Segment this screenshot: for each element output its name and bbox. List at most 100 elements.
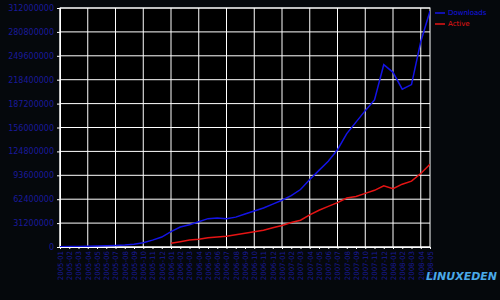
tick-label: 2005-01 <box>57 251 65 280</box>
tick: 2005-05 <box>94 247 102 280</box>
tick: 249600000 <box>8 52 60 61</box>
tick-label: 2006-05 <box>205 251 213 280</box>
tick: 2006-09 <box>242 247 250 280</box>
tick: 2006-06 <box>214 247 222 280</box>
tick-label: 2005-09 <box>131 251 139 280</box>
tick: 2006-12 <box>269 247 277 280</box>
tick-label: 2006-09 <box>242 251 250 280</box>
tick-label: 2007-06 <box>325 250 333 280</box>
tick: 2007-05 <box>316 247 324 280</box>
tick-label: 2008-04 <box>417 250 425 280</box>
tick-label: 2008-03 <box>408 251 416 280</box>
tick: 2006-10 <box>251 247 259 280</box>
tick: 2007-09 <box>353 247 361 280</box>
tick-label: 2007-05 <box>316 251 324 280</box>
tick: 2006-05 <box>205 247 213 280</box>
tick-label: 2007-03 <box>297 251 305 280</box>
plot-background <box>60 8 430 247</box>
grid-line <box>226 8 227 247</box>
tick: 2008-03 <box>408 247 416 280</box>
tick: 2005-10 <box>140 247 148 280</box>
grid-line <box>87 8 88 247</box>
plot-frame <box>60 8 430 247</box>
axis-line <box>61 248 431 250</box>
tick-label: 2006-06 <box>214 250 222 280</box>
tick: 312000000 <box>8 4 60 13</box>
tick-label: 2007-12 <box>380 251 388 280</box>
tick-label: 218400000 <box>8 76 54 85</box>
tick-label: 2007-07 <box>334 251 342 280</box>
tick: 2007-03 <box>297 247 305 280</box>
tick-label: 2005-08 <box>121 251 129 280</box>
tick-label: 187200000 <box>8 100 54 109</box>
tick-label: 2006-11 <box>260 251 268 280</box>
tick: 2005-08 <box>121 247 129 280</box>
tick-label: 156000000 <box>8 124 54 133</box>
tick-label: 2007-01 <box>279 251 287 280</box>
tick: 2006-08 <box>232 247 240 280</box>
tick: 2006-03 <box>186 247 194 280</box>
tick: 2005-02 <box>66 247 74 280</box>
tick: 2007-06 <box>325 247 333 280</box>
tick-label: 2006-03 <box>186 251 194 280</box>
tick-label: 2005-05 <box>94 251 102 280</box>
tick-label: 62400000 <box>13 195 54 204</box>
tick-label: 2008-01 <box>390 251 398 280</box>
tick-label: 2005-03 <box>75 251 83 280</box>
tick-label: 2007-04 <box>306 250 314 280</box>
chart: 0 31200000 62400000 93600000 124800000 156000… <box>0 0 500 300</box>
tick: 2007-08 <box>343 247 351 280</box>
tick: 2005-09 <box>131 247 139 280</box>
series-line <box>171 164 430 243</box>
tick-label: 2005-11 <box>149 251 157 280</box>
tick: 2007-01 <box>279 247 287 280</box>
legend-label: Downloads <box>448 9 487 17</box>
legend-label: Active <box>448 20 470 28</box>
tick-label: 2007-02 <box>288 251 296 280</box>
grid <box>60 8 430 247</box>
tick: 2005-04 <box>84 247 92 280</box>
tick-label: 2007-11 <box>371 251 379 280</box>
tick-label: 0 <box>49 243 54 252</box>
tick-label: 2005-04 <box>84 250 92 280</box>
grid-line <box>171 8 172 247</box>
tick-label: 2006-07 <box>223 251 231 280</box>
tick-label: 2005-10 <box>140 251 148 280</box>
tick-label: 2007-09 <box>353 251 361 280</box>
tick: 2007-10 <box>362 247 370 280</box>
tick: 280800000 <box>8 28 60 37</box>
grid-line <box>282 8 283 247</box>
tick: 2006-01 <box>168 247 176 280</box>
tick-label: 2006-10 <box>251 251 259 280</box>
tick: 124800000 <box>8 147 60 156</box>
tick: 31200000 <box>13 219 60 228</box>
tick-label: 2007-10 <box>362 251 370 280</box>
x-axis: 2005-012005-022005-032005-042005-052005-… <box>57 247 435 280</box>
y-axis: 0 31200000 62400000 93600000 124800000 156000… <box>8 4 60 252</box>
tick: 2005-07 <box>112 247 120 280</box>
tick: 156000000 <box>8 124 60 133</box>
tick-label: 2006-01 <box>168 251 176 280</box>
legend-swatch <box>435 23 445 25</box>
grid-line <box>198 8 199 247</box>
tick-label: 2006-12 <box>269 251 277 280</box>
tick-label: 93600000 <box>13 171 54 180</box>
tick: 0 <box>49 243 60 252</box>
lines <box>60 11 430 247</box>
grid-line <box>337 8 338 247</box>
tick: 2007-02 <box>288 247 296 280</box>
tick-label: 124800000 <box>8 147 54 156</box>
tick: 187200000 <box>8 100 60 109</box>
tick-label: 2005-02 <box>66 251 74 280</box>
tick-label: 312000000 <box>8 4 54 13</box>
tick-label: 2006-04 <box>195 250 203 280</box>
tick-label: 2008-02 <box>399 251 407 280</box>
tick-label: 2006-08 <box>232 251 240 280</box>
tick: 218400000 <box>8 76 60 85</box>
tick-label: 2005-06 <box>103 250 111 280</box>
tick-label: 31200000 <box>13 219 54 228</box>
tick: 2005-01 <box>57 247 65 280</box>
series-line <box>60 11 430 247</box>
tick: 2005-12 <box>158 247 166 280</box>
tick: 2005-03 <box>75 247 83 280</box>
